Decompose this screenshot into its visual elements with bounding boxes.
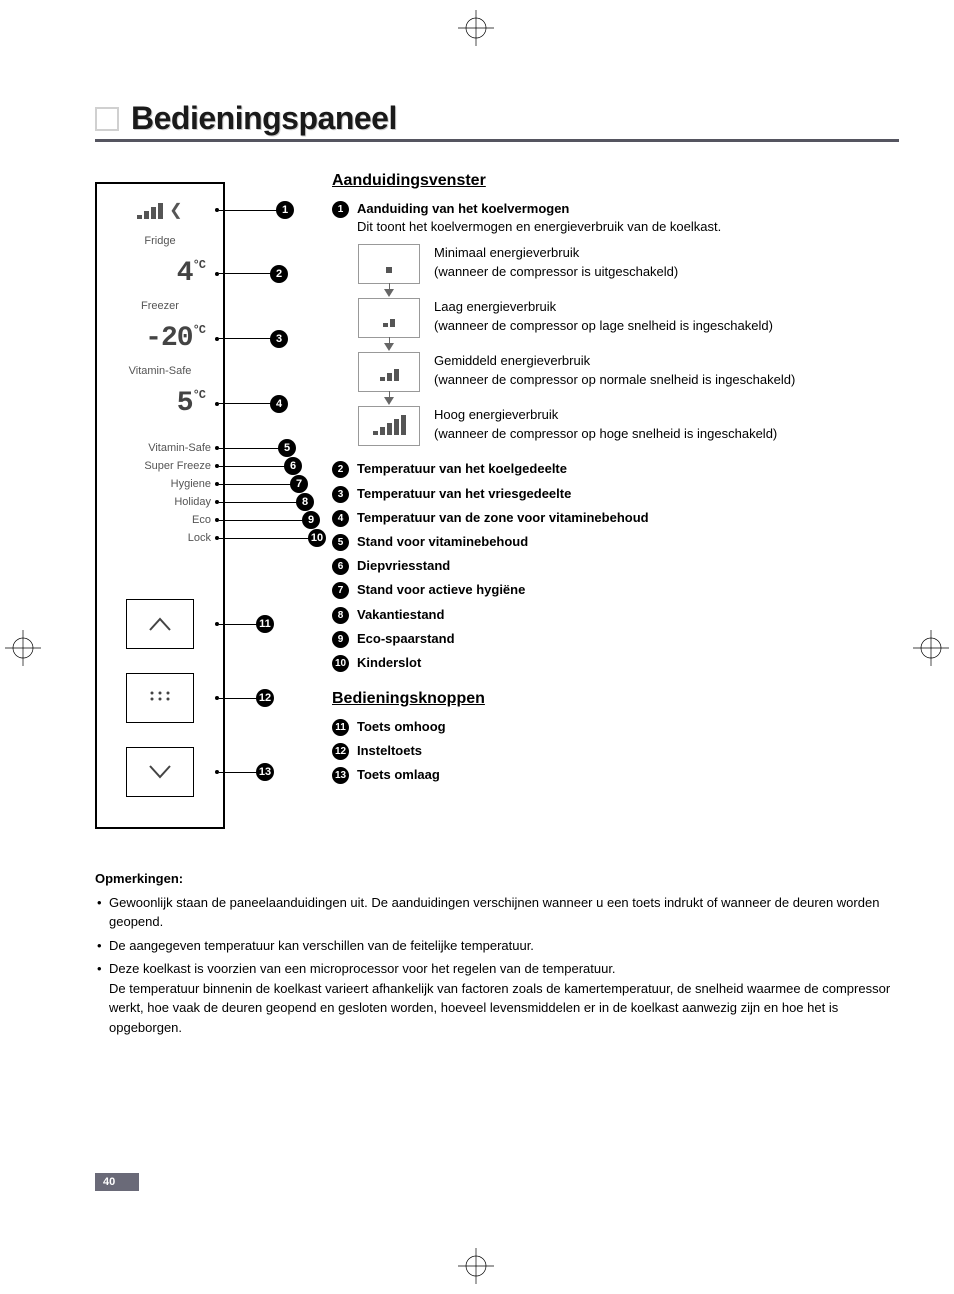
- note-1: De aangegeven temperatuur kan verschille…: [95, 936, 899, 956]
- down-button[interactable]: 13: [126, 747, 194, 797]
- mode-super-freeze: Super Freeze6: [105, 457, 215, 475]
- set-button[interactable]: 12: [126, 673, 194, 723]
- notes-title: Opmerkingen:: [95, 869, 899, 889]
- energy-bars-icon: [358, 298, 420, 338]
- item-7: 7Stand voor actieve hygiëne: [332, 581, 899, 599]
- badge-1: 1: [332, 201, 349, 218]
- mode-vitamin-safe: Vitamin-Safe5: [105, 439, 215, 457]
- fridge-temp: 4°C: [177, 258, 205, 289]
- energy-bars-icon: [358, 244, 420, 284]
- button-item-11: 11Toets omhoog: [332, 718, 899, 736]
- up-button[interactable]: 11: [126, 599, 194, 649]
- note-0: Gewoonlijk staan de paneelaanduidingen u…: [95, 893, 899, 932]
- energy-bars-icon: [358, 406, 420, 446]
- button-item-13: 13Toets omlaag: [332, 766, 899, 784]
- panel-diagram: ❮ 1 Fridge 4°C 2 Freezer -20°C 3 Vitamin…: [95, 172, 310, 829]
- energy-bars-icon: [137, 201, 163, 219]
- item-8: 8Vakantiestand: [332, 606, 899, 624]
- page-number: 40: [95, 1173, 139, 1191]
- energy-bars-icon: [358, 352, 420, 392]
- item-2: 2Temperatuur van het koelgedeelte: [332, 460, 899, 478]
- mode-hygiene: Hygiene7: [105, 475, 215, 493]
- reg-mark-right: [913, 630, 949, 666]
- reg-mark-top: [458, 10, 494, 46]
- mode-holiday: Holiday8: [105, 493, 215, 511]
- button-item-12: 12Insteltoets: [332, 742, 899, 760]
- title-bar: Bedieningspaneel: [95, 100, 899, 142]
- mode-lock: Lock10: [105, 529, 215, 547]
- freezer-label: Freezer: [141, 300, 179, 312]
- fridge-label: Fridge: [144, 235, 175, 247]
- title-square-icon: [95, 107, 119, 131]
- energy-level-0: Minimaal energieverbruik(wanneer de comp…: [358, 244, 899, 284]
- notes-section: Opmerkingen: Gewoonlijk staan de paneela…: [95, 869, 899, 1037]
- note-2: Deze koelkast is voorzien van een microp…: [95, 959, 899, 1037]
- vitamin-temp: 5°C: [177, 388, 205, 419]
- item-5: 5Stand voor vitaminebehoud: [332, 533, 899, 551]
- vitamin-label: Vitamin-Safe: [129, 365, 192, 377]
- energy-level-1: Laag energieverbruik(wanneer de compress…: [358, 298, 899, 338]
- reg-mark-left: [5, 630, 41, 666]
- item-6: 6Diepvriesstand: [332, 557, 899, 575]
- section-buttons: Bedieningsknoppen: [332, 690, 899, 708]
- page-title: Bedieningspaneel: [131, 100, 397, 137]
- item1-desc: Dit toont het koelvermogen en energiever…: [357, 218, 721, 236]
- item-9: 9Eco-spaarstand: [332, 630, 899, 648]
- reg-mark-bottom: [458, 1248, 494, 1284]
- item-3: 3Temperatuur van het vriesgedeelte: [332, 485, 899, 503]
- section-display: Aanduidingsvenster: [332, 172, 899, 190]
- freezer-temp: -20°C: [145, 323, 205, 354]
- item-10: 10Kinderslot: [332, 654, 899, 672]
- energy-level-2: Gemiddeld energieverbruik(wanneer de com…: [358, 352, 899, 392]
- mode-eco: Eco9: [105, 511, 215, 529]
- energy-level-3: Hoog energieverbruik(wanneer de compress…: [358, 406, 899, 446]
- item1-title: Aanduiding van het koelvermogen: [357, 200, 721, 218]
- item-4: 4Temperatuur van de zone voor vitaminebe…: [332, 509, 899, 527]
